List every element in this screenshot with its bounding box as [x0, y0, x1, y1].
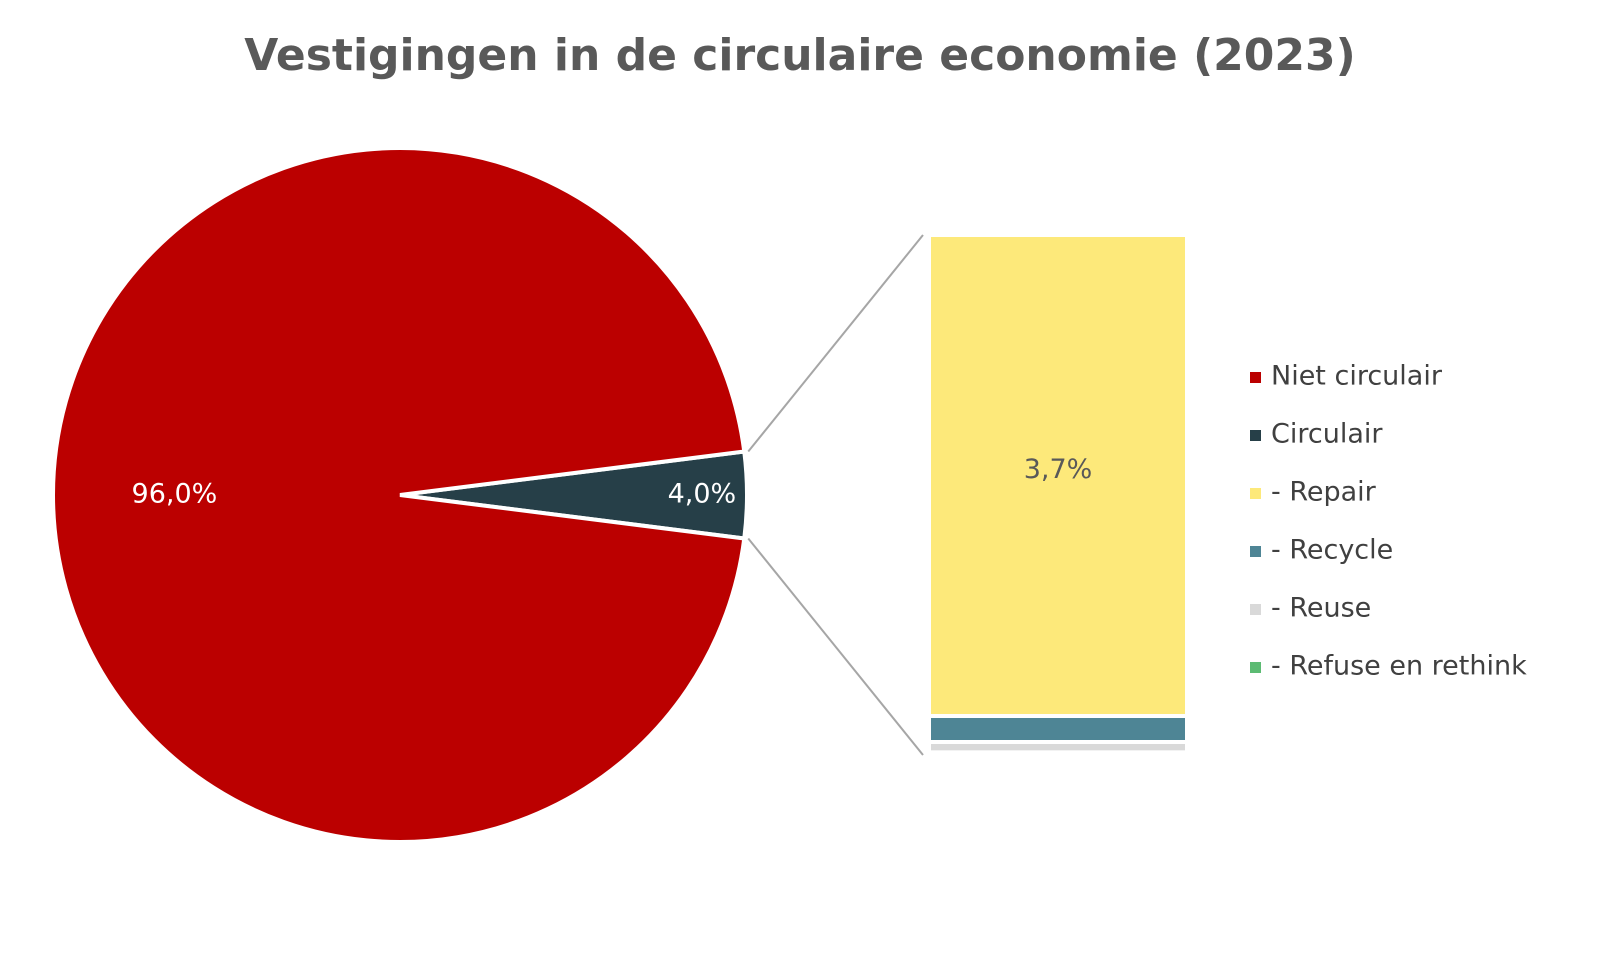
- bar-segment: [927, 233, 1189, 718]
- legend-label: Niet circulair: [1271, 361, 1443, 392]
- bar-segment: [927, 750, 1189, 758]
- data-label: 3,7%: [1024, 454, 1093, 485]
- legend-label: - Repair: [1271, 477, 1377, 508]
- legend-label: - Refuse en rethink: [1271, 651, 1527, 682]
- legend-marker: [1250, 662, 1261, 673]
- legend-marker: [1250, 488, 1261, 499]
- legend-label: - Reuse: [1271, 593, 1371, 624]
- legend-label: Circulair: [1271, 419, 1383, 450]
- legend-marker: [1250, 604, 1261, 615]
- connector-line: [747, 234, 924, 453]
- data-label: 4,0%: [668, 479, 737, 510]
- pie-slice: [51, 146, 747, 844]
- chart-title: Vestigingen in de circulaire economie (2…: [244, 30, 1356, 81]
- bar-segment: [927, 714, 1189, 744]
- legend-marker: [1250, 546, 1261, 557]
- legend-marker: [1250, 372, 1261, 383]
- legend-label: - Recycle: [1271, 535, 1393, 566]
- data-label: 96,0%: [132, 479, 218, 510]
- connector-line: [747, 537, 924, 756]
- legend-marker: [1250, 430, 1261, 441]
